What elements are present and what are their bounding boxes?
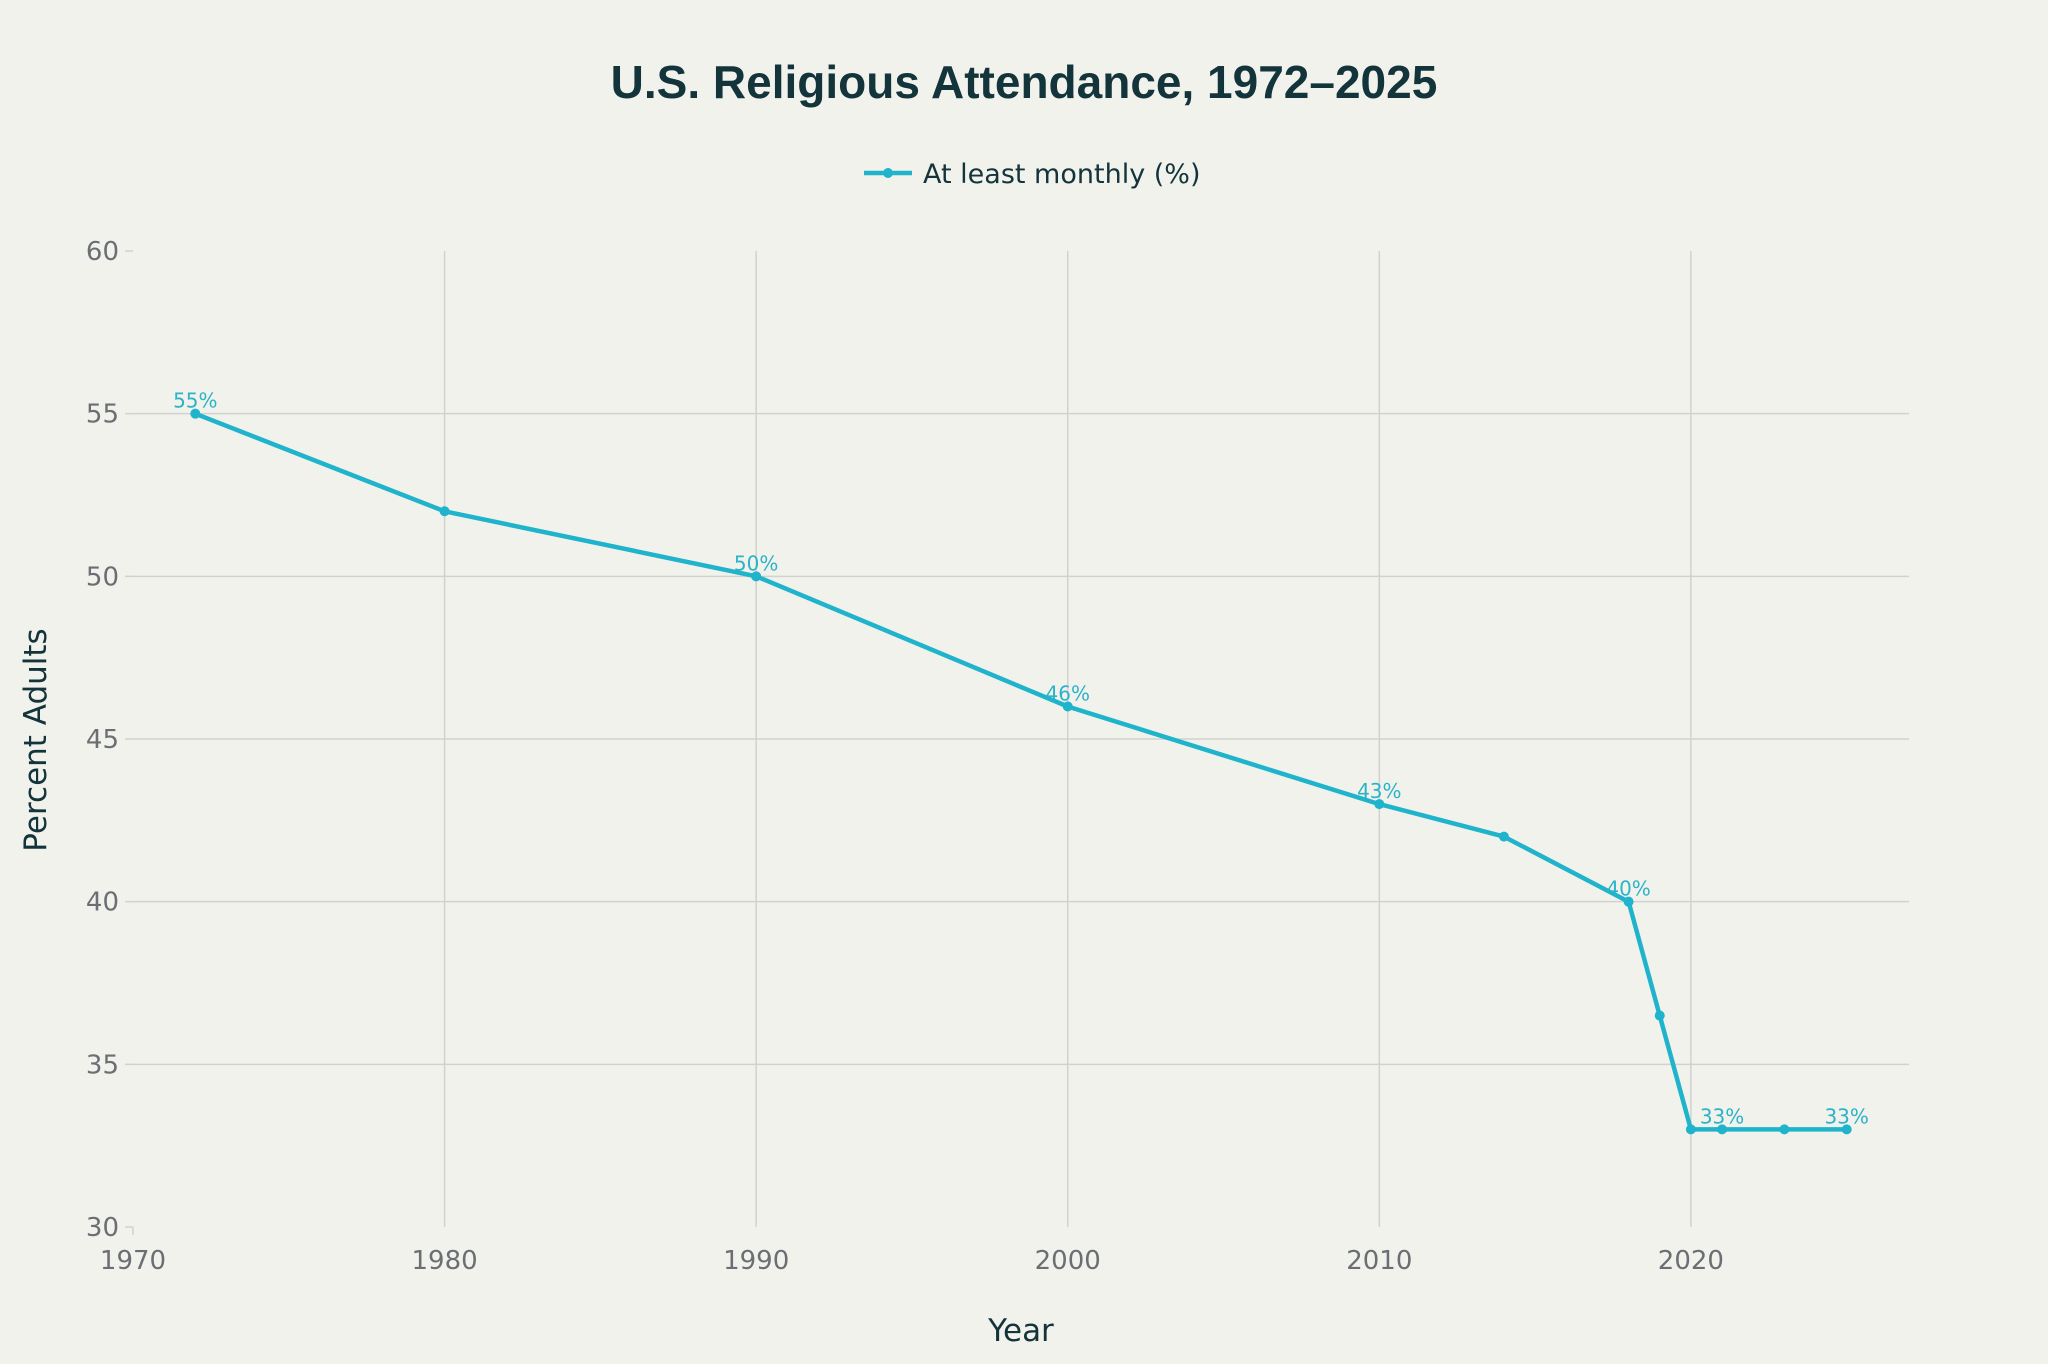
y-tick-label: 60 xyxy=(86,237,119,267)
data-label: 33% xyxy=(1824,1104,1868,1128)
legend-marker-swatch xyxy=(883,168,893,178)
y-axis-title: Percent Adults xyxy=(18,628,54,851)
data-point[interactable] xyxy=(1841,1124,1852,1135)
x-axis-title: Year xyxy=(987,1313,1054,1349)
data-point[interactable] xyxy=(1498,831,1509,842)
legend-label: At least monthly (%) xyxy=(923,159,1200,190)
x-tick-label: 2000 xyxy=(1035,1246,1101,1276)
y-tick-label: 40 xyxy=(86,888,119,918)
data-label: 43% xyxy=(1357,779,1401,803)
data-point[interactable] xyxy=(1623,896,1634,907)
x-tick-label: 1970 xyxy=(100,1246,166,1276)
x-tick-label: 1980 xyxy=(411,1246,477,1276)
x-tick-label: 2010 xyxy=(1346,1246,1412,1276)
y-tick-label: 30 xyxy=(86,1213,119,1243)
data-point[interactable] xyxy=(751,571,762,582)
series-group xyxy=(190,408,1852,1135)
data-point[interactable] xyxy=(1374,799,1385,810)
data-point[interactable] xyxy=(1779,1124,1790,1135)
y-tick-label: 35 xyxy=(86,1050,119,1080)
data-label: 55% xyxy=(173,389,217,413)
data-label: 40% xyxy=(1606,877,1650,901)
series-line[interactable] xyxy=(193,411,1849,1132)
data-point[interactable] xyxy=(1654,1010,1665,1021)
data-label: 50% xyxy=(734,551,778,575)
y-tick-label: 55 xyxy=(86,400,119,430)
chart-title: U.S. Religious Attendance, 1972–2025 xyxy=(611,56,1438,108)
y-tick-label: 45 xyxy=(86,725,119,755)
data-point[interactable] xyxy=(190,408,201,419)
y-tick-label: 50 xyxy=(86,562,119,592)
data-point[interactable] xyxy=(1062,701,1073,712)
data-point[interactable] xyxy=(439,506,450,517)
data-labels: 55% 50% 46% 43% 40% 33% 33% xyxy=(173,389,1869,1129)
axis-ticks: 30 35 40 45 50 55 60 1970 1980 1990 2000 2010 2020 xyxy=(86,237,1724,1276)
data-label: 46% xyxy=(1046,681,1090,705)
x-tick-label: 1990 xyxy=(723,1246,789,1276)
data-point[interactable] xyxy=(1685,1124,1696,1135)
gridlines xyxy=(133,251,1909,1227)
data-point[interactable] xyxy=(1717,1124,1728,1135)
x-tick-label: 2020 xyxy=(1658,1246,1724,1276)
data-label: 33% xyxy=(1700,1104,1744,1128)
legend[interactable]: At least monthly (%) xyxy=(864,159,1200,190)
